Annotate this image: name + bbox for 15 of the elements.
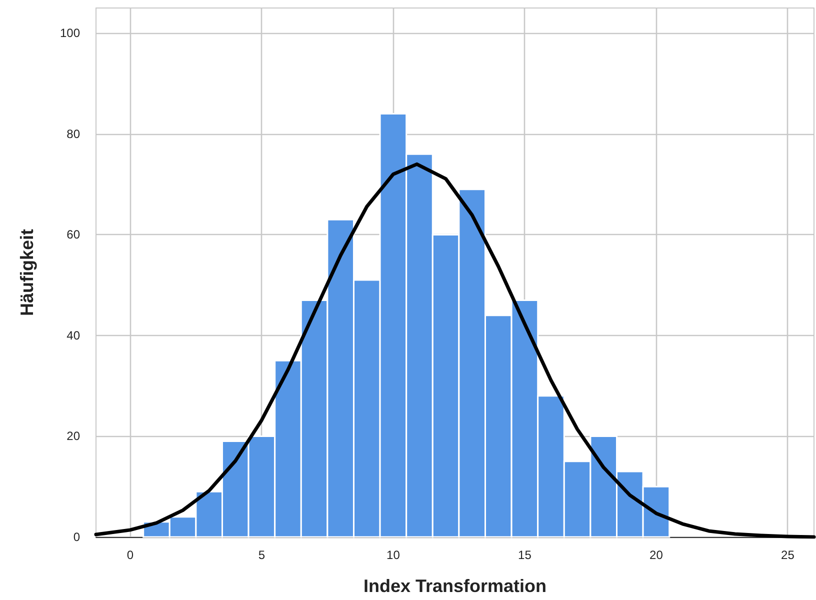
x-tick-label: 0 <box>126 548 134 562</box>
x-tick-label: 10 <box>386 548 400 562</box>
x-tick-label: 25 <box>781 548 795 562</box>
line-series <box>94 162 816 539</box>
y-tick-label: 80 <box>66 126 80 141</box>
y-tick-label: 20 <box>66 429 80 444</box>
y-tick-label: 40 <box>66 328 80 342</box>
x-tick-label: 5 <box>258 548 266 562</box>
y-axis-title: Häufigkeit <box>17 228 37 316</box>
y-tick-label: 100 <box>60 26 80 40</box>
x-tick-label: 20 <box>650 548 664 562</box>
x-axis-title: Index Transformation <box>363 576 547 596</box>
x-tick-label: 15 <box>518 548 532 562</box>
y-tick-label: 60 <box>66 228 80 242</box>
y-tick-label: 0 <box>73 530 80 544</box>
